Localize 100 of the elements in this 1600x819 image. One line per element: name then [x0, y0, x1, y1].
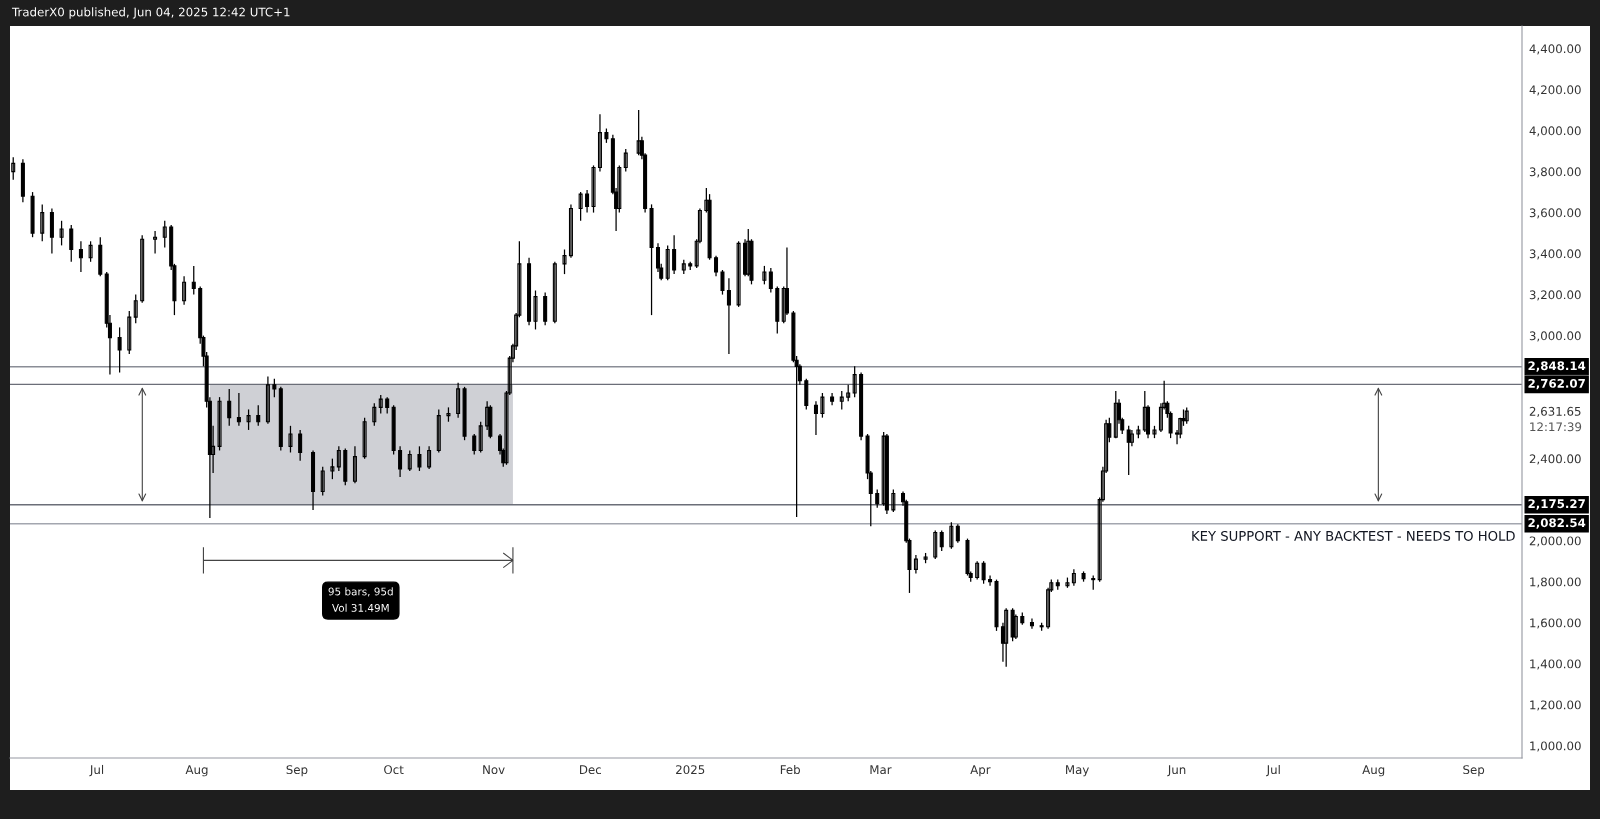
- y-tick-label: 3,600.00: [1529, 208, 1581, 219]
- candlestick: [623, 148, 628, 173]
- x-tick-label: Jul: [89, 764, 104, 777]
- candlestick: [949, 521, 954, 550]
- candlestick: [533, 289, 538, 331]
- y-tick-label: 2,400.00: [1529, 454, 1581, 465]
- candlestick: [578, 191, 583, 222]
- candlestick: [762, 265, 767, 285]
- candlestick: [472, 433, 477, 456]
- candlestick: [153, 230, 158, 255]
- candlestick: [636, 109, 641, 156]
- candlestick: [320, 466, 325, 497]
- candlestick: [672, 234, 677, 275]
- candlestick: [436, 408, 441, 454]
- candlestick: [362, 417, 367, 460]
- candlestick: [59, 220, 64, 247]
- candlestick: [336, 445, 341, 472]
- candlestick: [939, 529, 944, 552]
- candlestick: [1004, 607, 1009, 668]
- candlestick: [891, 488, 896, 513]
- candlestick: [78, 240, 83, 273]
- candlestick: [768, 267, 773, 294]
- ref-line-label: 2,082.54: [1528, 518, 1586, 529]
- candlestick: [11, 156, 16, 181]
- candlestick: [714, 255, 719, 277]
- candlestick: [852, 365, 857, 398]
- candlestick: [988, 574, 993, 587]
- y-tick-label: 1,800.00: [1530, 577, 1581, 588]
- candlestick: [372, 402, 377, 427]
- candlestick: [88, 240, 93, 263]
- candlestick: [330, 458, 335, 480]
- x-tick-label: Nov: [483, 765, 505, 775]
- candlestick: [884, 433, 889, 515]
- x-tick-label: Sep: [1463, 765, 1485, 777]
- y-tick-label: 1,600.00: [1530, 618, 1581, 629]
- x-tick-label: Feb: [780, 764, 800, 775]
- candlestick: [217, 396, 222, 452]
- candlestick: [478, 421, 483, 454]
- candlestick: [272, 378, 277, 398]
- y-tick-label: 4,200.00: [1529, 85, 1581, 96]
- candlestick: [127, 310, 132, 355]
- annotation: Vol 31.49M: [332, 603, 389, 612]
- x-tick-label: Jul: [1266, 764, 1280, 777]
- candlestick: [133, 293, 138, 324]
- x-tick-label: May: [1066, 765, 1089, 777]
- candlestick: [140, 234, 145, 304]
- candlestick: [182, 275, 187, 306]
- candlestick: [378, 394, 383, 415]
- candlestick: [1029, 617, 1034, 630]
- candlestick: [975, 560, 980, 581]
- y-tick-label: 3,800.00: [1529, 167, 1581, 178]
- candlestick: [236, 392, 241, 427]
- candlestick: [288, 425, 293, 454]
- x-tick-label: Mar: [870, 765, 892, 775]
- candlestick: [875, 488, 880, 509]
- candlestick: [227, 388, 232, 427]
- candlestick: [720, 269, 725, 296]
- y-tick-label: 3,200.00: [1529, 290, 1581, 301]
- candlestick: [736, 240, 741, 308]
- candlestick: [352, 445, 357, 484]
- candlestick: [191, 265, 196, 296]
- x-tick-label: Dec: [580, 765, 601, 775]
- y-tick-label: 2,631.65: [1529, 406, 1581, 417]
- candlestick: [839, 390, 844, 411]
- y-tick-label: 4,400.00: [1529, 44, 1581, 55]
- chart-title: TraderX0 published, Jun 04, 2025 12:42 UTC+1: [11, 7, 290, 19]
- candlestick: [407, 449, 412, 472]
- candlestick: [552, 261, 557, 324]
- candlestick: [933, 529, 938, 560]
- candlestick: [981, 560, 986, 585]
- x-tick-label: Aug: [185, 765, 208, 777]
- candlestick: [456, 382, 461, 419]
- ref-line-label: 2,848.14: [1528, 361, 1586, 372]
- candlestick: [820, 392, 825, 419]
- candlestick: [568, 203, 573, 259]
- annotation: KEY SUPPORT - ANY BACKTEST - NEEDS TO HOLD: [1192, 530, 1515, 541]
- candlestick: [562, 248, 567, 275]
- candlestick: [298, 429, 303, 462]
- candlestick: [117, 326, 122, 374]
- candlestick: [398, 445, 403, 478]
- candlestick: [1142, 390, 1147, 433]
- candlestick: [256, 404, 261, 427]
- candlestick: [726, 277, 731, 355]
- candlestick: [417, 445, 422, 472]
- y-tick-label: 3,000.00: [1529, 331, 1581, 342]
- y-tick-label: 2,000.00: [1529, 536, 1581, 547]
- candlestick: [665, 244, 670, 281]
- candlestick: [40, 203, 45, 242]
- candlestick: [1113, 390, 1118, 439]
- candlestick: [246, 408, 251, 431]
- candlestick: [69, 224, 74, 263]
- candlestick: [813, 400, 818, 436]
- candlestick: [1013, 613, 1018, 640]
- ref-line-label: 2,175.27: [1528, 499, 1585, 510]
- candlestick: [427, 445, 432, 470]
- x-tick-label: Jun: [1167, 765, 1186, 777]
- y-tick-label: 1,000.00: [1530, 741, 1581, 752]
- x-tick-label: Aug: [1362, 765, 1385, 777]
- candlestick: [1129, 429, 1134, 447]
- candlestick: [1071, 568, 1076, 587]
